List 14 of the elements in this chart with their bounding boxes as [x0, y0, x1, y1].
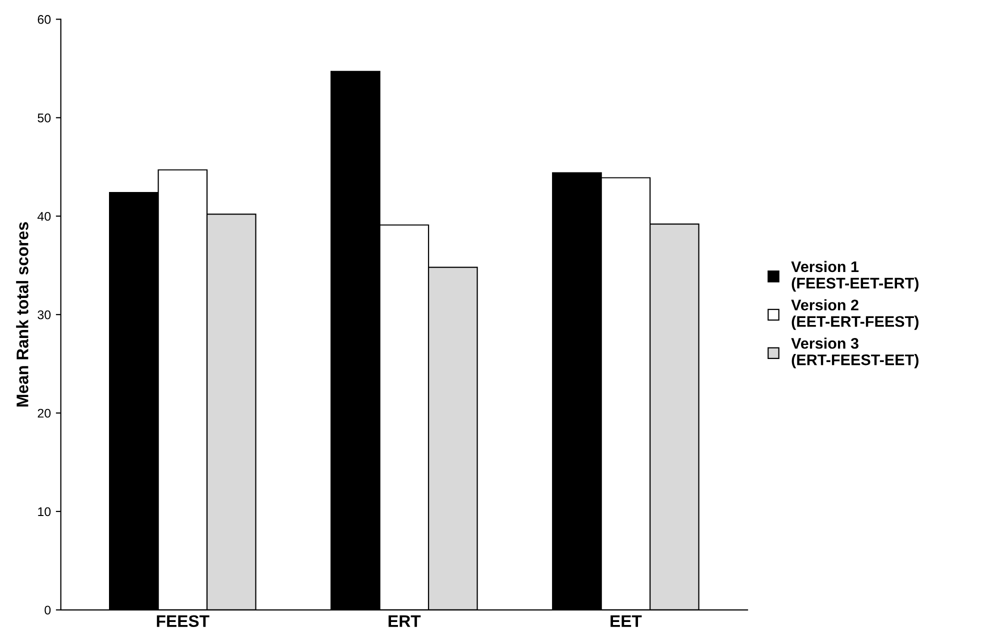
y-tick-label: 10 — [38, 507, 51, 516]
y-tick-label: 30 — [38, 310, 51, 320]
legend-label: Version 2 (EET-ERT-FEEST) — [791, 299, 918, 330]
y-axis-title: Mean Rank total scores — [16, 222, 28, 407]
legend-label: Version 1 (FEEST-EET-ERT) — [791, 260, 918, 292]
legend-label: Version 3 (ERT-FEEST-EET) — [791, 338, 918, 368]
y-tick-label: 60 — [38, 15, 51, 24]
x-tick-label: ERT — [388, 615, 421, 627]
y-tick-label: 50 — [38, 114, 51, 122]
y-tick-label: 40 — [37, 212, 51, 221]
y-tick-label: 0 — [44, 606, 51, 615]
x-tick-label: FEEST — [156, 615, 210, 628]
y-tick-label: 20 — [38, 408, 51, 418]
x-tick-label: EET — [610, 615, 642, 627]
